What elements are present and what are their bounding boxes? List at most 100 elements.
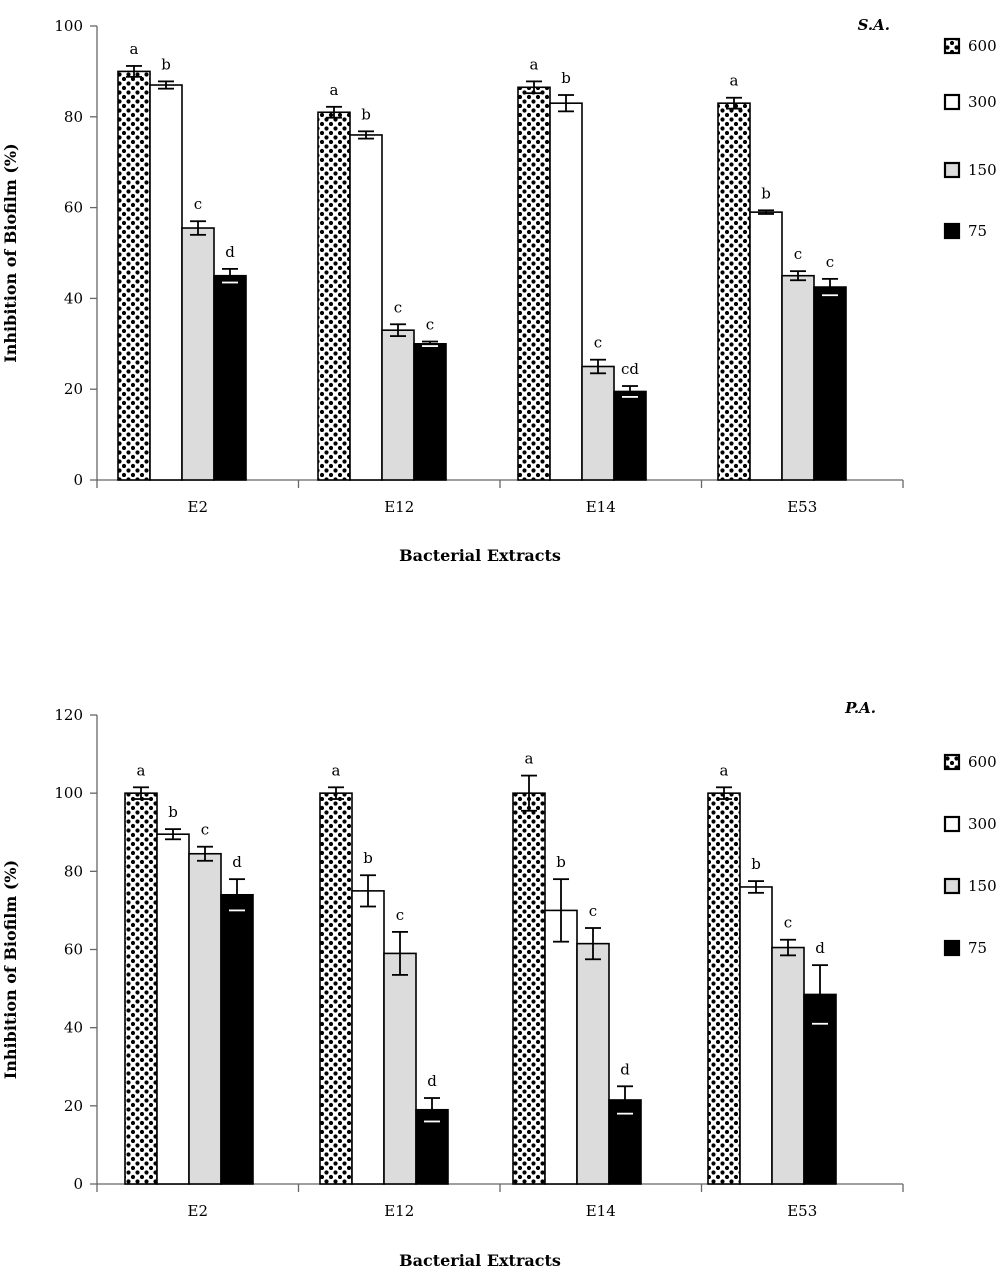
error-bar: [526, 80, 542, 95]
significance-label: b: [168, 803, 178, 821]
legend-item-150: 150: [943, 161, 997, 179]
significance-label: a: [332, 761, 341, 779]
error-bar: [790, 270, 806, 282]
bar-75-E2: [220, 893, 254, 1185]
bar-150-E14: [581, 365, 615, 481]
legend-label: 75: [968, 939, 987, 957]
x-tick-label: E12: [384, 498, 414, 516]
y-tick-label: 80: [64, 862, 83, 880]
legend-swatch: [943, 161, 961, 179]
bar-600-E53: [717, 102, 751, 481]
bar-300-E2: [156, 833, 190, 1185]
error-bar: [758, 209, 774, 215]
error-bar: [780, 938, 796, 957]
legend-swatch: [943, 222, 961, 240]
significance-label: c: [194, 195, 202, 213]
y-tick-label: 40: [64, 289, 83, 307]
significance-label: a: [525, 750, 534, 768]
legend-label: 600: [968, 753, 997, 771]
error-bar: [617, 1085, 633, 1115]
significance-label: c: [201, 821, 209, 839]
error-bar: [229, 878, 245, 912]
error-bar: [726, 96, 742, 110]
bar-75-E53: [813, 286, 847, 481]
significance-label: a: [330, 81, 339, 99]
significance-label: c: [784, 914, 792, 932]
error-bar: [165, 828, 181, 841]
significance-label: a: [720, 761, 729, 779]
error-bar: [590, 358, 606, 375]
bar-300-E53: [749, 211, 783, 481]
bar-600-E14: [517, 86, 551, 481]
bar-300-E14: [549, 102, 583, 481]
significance-label: c: [396, 906, 404, 924]
legend-label: 300: [968, 815, 997, 833]
chart-panel-pa: 0 20 40 60 80 100 120 E2 E12 E14 E53 a a a a b b b b c c c c d d…: [1, 699, 997, 1270]
significance-label: b: [561, 69, 571, 87]
error-bar: [422, 340, 438, 347]
legend-swatch: [943, 939, 961, 957]
x-tick-label: E14: [586, 1202, 616, 1220]
y-axis-label: Inhibition of Biofilm (%): [1, 860, 20, 1079]
y-tick-label: 60: [64, 941, 83, 959]
bar-75-E12: [413, 342, 447, 481]
y-tick-label: 0: [73, 1175, 83, 1193]
legend-label: 75: [968, 222, 987, 240]
error-bar: [392, 931, 408, 976]
legend-swatch: [943, 93, 961, 111]
error-bar: [622, 385, 638, 398]
legend-swatch: [943, 877, 961, 895]
bar-150-E2: [181, 227, 215, 481]
bar-300-E12: [351, 890, 385, 1185]
significance-label: d: [620, 1060, 630, 1078]
significance-label: b: [751, 855, 761, 873]
significance-label: a: [730, 72, 739, 90]
legend-label: 150: [968, 877, 997, 895]
significance-label: c: [394, 298, 402, 316]
error-bar: [190, 220, 206, 236]
legend-item-600: 600: [943, 37, 997, 55]
error-bar: [558, 94, 574, 113]
y-tick-label: 60: [64, 199, 83, 217]
y-tick-label: 0: [73, 471, 83, 489]
significance-label: cd: [621, 360, 639, 378]
error-bar: [716, 786, 732, 800]
error-bar: [328, 786, 344, 800]
chart-title: S.A.: [858, 16, 890, 34]
significance-label: c: [426, 316, 434, 334]
error-bar: [326, 105, 342, 119]
error-bar: [424, 1097, 440, 1123]
bar-300-E14: [544, 909, 578, 1185]
legend-item-75: 75: [943, 222, 987, 240]
x-axis-label: Bacterial Extracts: [399, 546, 561, 565]
significance-label: b: [556, 853, 566, 871]
significance-label: a: [130, 40, 139, 58]
error-bar: [822, 277, 838, 297]
bar-300-E53: [739, 886, 773, 1185]
x-tick-label: E53: [787, 498, 817, 516]
legend-label: 600: [968, 37, 997, 55]
error-bar: [553, 878, 569, 943]
error-bar: [133, 786, 149, 800]
legend-item-300: 300: [943, 815, 997, 833]
significance-label: b: [361, 105, 371, 123]
significance-label: d: [427, 1072, 437, 1090]
error-bar: [748, 880, 764, 894]
y-tick-label: 100: [54, 784, 83, 802]
y-tick-label: 100: [54, 17, 83, 35]
significance-label: c: [589, 902, 597, 920]
significance-label: c: [594, 334, 602, 352]
x-axis-label: Bacterial Extracts: [399, 1251, 561, 1270]
error-bar: [360, 874, 376, 908]
legend-label: 150: [968, 161, 997, 179]
error-bar: [521, 774, 537, 812]
x-tick-label: E14: [586, 498, 616, 516]
significance-label: b: [161, 55, 171, 73]
error-bar: [812, 964, 828, 1025]
bar-150-E53: [771, 946, 805, 1185]
error-bar: [197, 845, 213, 862]
error-bar: [390, 323, 406, 337]
x-tick-label: E53: [787, 1202, 817, 1220]
